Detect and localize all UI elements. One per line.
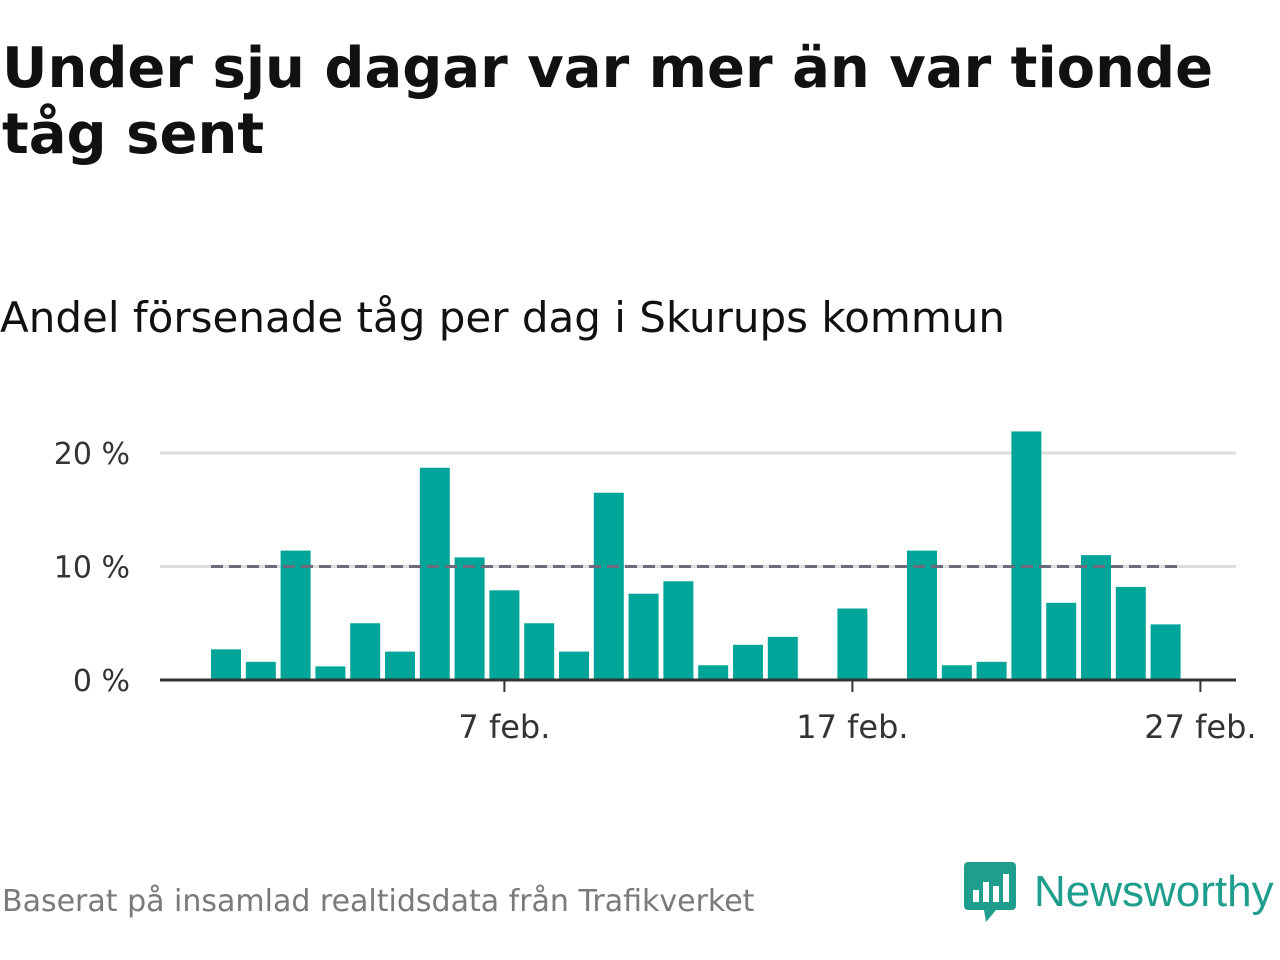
- bar: [454, 557, 485, 680]
- newsworthy-logo-icon: [964, 862, 1016, 922]
- bar: [593, 492, 624, 680]
- bar: [280, 550, 311, 680]
- bar: [1046, 602, 1077, 680]
- bar: [350, 623, 381, 680]
- y-tick-label: 20 %: [54, 437, 130, 472]
- bar: [907, 550, 937, 680]
- bar: [1011, 431, 1042, 680]
- bar: [1150, 624, 1181, 680]
- chart-title: Under sju dagar var mer än var tionde tå…: [2, 36, 1214, 167]
- bar: [733, 644, 763, 680]
- bar: [767, 636, 798, 680]
- x-tick-label: 7 feb.: [458, 708, 550, 746]
- newsworthy-logo: Newsworthy: [964, 862, 1274, 922]
- x-tick-label: 17 feb.: [796, 708, 908, 746]
- bar-chart: 0 % 10 % 20 % 7 feb. 17 feb. 27 feb.: [54, 431, 1257, 746]
- bar: [663, 581, 694, 680]
- bar: [941, 665, 972, 680]
- bar: [211, 649, 241, 680]
- bar: [489, 590, 520, 680]
- bar: [628, 593, 659, 680]
- bar: [524, 623, 555, 680]
- bar: [1115, 586, 1146, 680]
- bar: [245, 661, 276, 680]
- brand-name: Newsworthy: [1034, 867, 1274, 916]
- bar: [315, 666, 346, 680]
- bar: [419, 467, 450, 680]
- bar: [1081, 555, 1111, 680]
- y-tick-label: 0 %: [73, 664, 130, 699]
- chart-subtitle: Andel försenade tåg per dag i Skurups ko…: [0, 293, 1005, 342]
- bar: [976, 661, 1007, 680]
- y-tick-label: 10 %: [54, 551, 130, 586]
- bar: [559, 651, 589, 680]
- source-note: Baserat på insamlad realtidsdata från Tr…: [2, 884, 755, 919]
- bar: [698, 665, 729, 680]
- x-tick-label: 27 feb.: [1144, 708, 1256, 746]
- bar: [385, 651, 415, 680]
- bar: [837, 608, 868, 680]
